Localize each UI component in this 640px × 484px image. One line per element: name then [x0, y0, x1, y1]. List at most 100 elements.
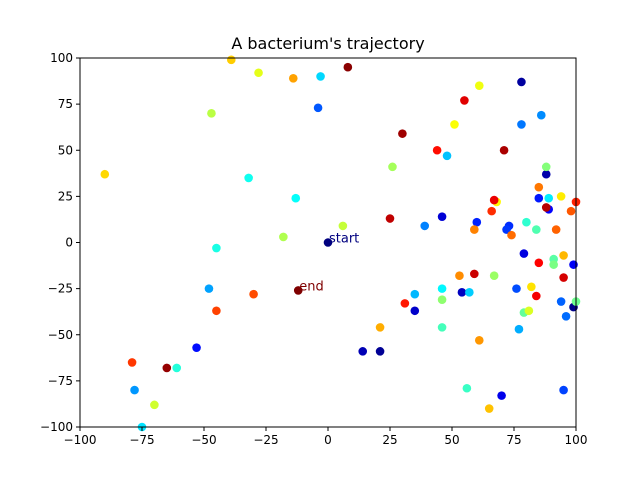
data-point	[484, 404, 494, 413]
data-point	[489, 195, 499, 205]
data-point	[172, 363, 182, 373]
annotation-label: end	[299, 279, 324, 294]
data-point	[561, 312, 571, 321]
data-point	[130, 385, 139, 395]
data-point	[524, 306, 534, 316]
data-point	[127, 358, 137, 367]
data-point	[343, 62, 353, 72]
data-point	[316, 72, 325, 81]
data-point	[534, 258, 544, 268]
data-point	[470, 269, 479, 279]
data-point	[437, 284, 447, 293]
data-point	[323, 238, 333, 247]
annotations-layer: start end	[299, 232, 359, 295]
y-tick-label: −75	[48, 374, 73, 388]
data-point	[559, 385, 568, 395]
data-point	[375, 347, 385, 356]
data-point	[410, 306, 420, 316]
data-point	[437, 295, 447, 304]
x-tick-label: −100	[64, 433, 97, 447]
data-point	[455, 271, 464, 281]
data-point	[398, 129, 407, 138]
data-point	[566, 206, 576, 216]
data-point	[502, 225, 511, 234]
data-point	[212, 243, 221, 253]
data-point	[499, 145, 509, 155]
x-tick-label: −50	[191, 433, 216, 447]
x-tick-label: 75	[506, 433, 521, 447]
data-point	[465, 288, 474, 297]
data-point	[192, 343, 201, 352]
x-tick-label: 100	[565, 433, 588, 447]
chart-title: A bacterium's trajectory	[231, 34, 424, 53]
x-tick-label: −25	[253, 433, 278, 447]
data-point	[472, 217, 482, 227]
data-point	[541, 203, 551, 212]
x-tick-label: 25	[382, 433, 397, 447]
data-point	[460, 96, 469, 105]
data-point	[517, 120, 526, 129]
data-point	[450, 120, 459, 129]
data-point	[432, 145, 442, 155]
data-point	[474, 81, 484, 90]
data-point	[556, 297, 566, 306]
data-point	[291, 193, 301, 203]
data-point	[244, 173, 253, 183]
data-point	[497, 391, 506, 400]
data-point	[375, 323, 385, 332]
y-tick-label: −50	[48, 328, 73, 342]
data-point	[162, 363, 172, 373]
data-point	[569, 260, 578, 269]
data-point	[534, 193, 544, 203]
data-point	[507, 230, 516, 240]
data-point	[385, 214, 395, 223]
data-point	[226, 55, 236, 65]
data-point	[420, 221, 430, 231]
data-point	[212, 306, 221, 316]
data-point	[437, 212, 447, 221]
y-tick-label: 0	[65, 236, 73, 250]
data-point	[293, 286, 303, 295]
data-point	[249, 289, 258, 299]
data-point	[442, 151, 452, 161]
data-point	[527, 282, 536, 292]
data-point	[207, 109, 216, 118]
data-point	[100, 169, 110, 179]
annotation-label: start	[329, 232, 359, 247]
data-point	[549, 260, 558, 269]
data-point	[532, 291, 541, 301]
x-tick-label: 50	[444, 433, 459, 447]
y-tick-label: 100	[50, 51, 73, 65]
y-tick-label: 25	[58, 189, 73, 203]
data-point	[536, 110, 546, 120]
data-point	[388, 162, 397, 172]
data-point	[457, 288, 467, 297]
data-point	[512, 284, 521, 293]
data-point	[279, 232, 288, 242]
data-point	[559, 273, 568, 282]
data-point	[541, 169, 551, 179]
data-point	[470, 225, 479, 234]
data-point	[532, 225, 541, 234]
data-point	[522, 217, 531, 227]
data-point	[556, 192, 566, 201]
data-point	[474, 335, 484, 345]
y-tick-label: 75	[58, 97, 73, 111]
data-point	[254, 68, 263, 78]
data-point	[400, 299, 410, 308]
data-point	[288, 73, 298, 83]
x-tick-label: −75	[129, 433, 154, 447]
data-point	[489, 271, 499, 281]
data-point	[519, 249, 529, 258]
data-point	[559, 251, 568, 260]
data-point	[462, 383, 472, 393]
data-point	[517, 77, 526, 87]
x-tick-label: 0	[324, 433, 332, 447]
data-point	[338, 221, 348, 231]
data-point	[544, 193, 554, 203]
points-layer	[100, 55, 581, 432]
data-point	[514, 324, 524, 334]
